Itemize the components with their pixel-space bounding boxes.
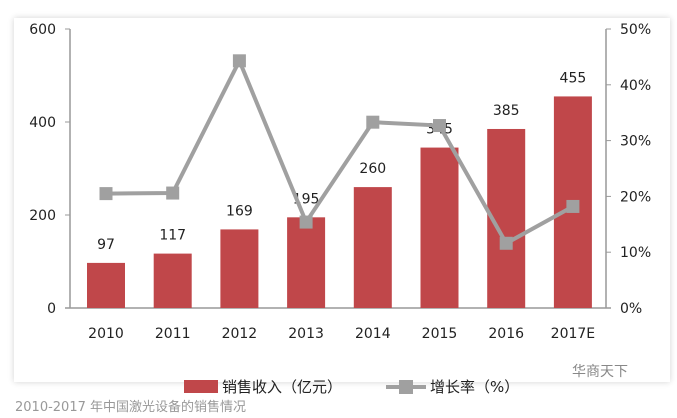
caption: 2010-2017 年中国激光设备的销售情况 <box>15 400 246 415</box>
left-tick-label: 0 <box>47 301 56 317</box>
growth-marker-2014 <box>366 115 380 129</box>
x-tick-label: 2010 <box>88 326 124 342</box>
bar-2013 <box>287 217 326 308</box>
growth-marker-2016 <box>499 236 513 250</box>
growth-marker-2013 <box>299 215 313 229</box>
x-tick-label: 2016 <box>488 326 524 342</box>
bar-2012 <box>220 229 259 308</box>
bar-label-2017E: 455 <box>560 70 587 86</box>
x-tick-label: 2014 <box>355 326 391 342</box>
right-tick-label: 30% <box>620 134 651 150</box>
bar-2010 <box>87 262 125 308</box>
legend-line-label: 增长率（%） <box>430 378 520 396</box>
right-tick-label: 40% <box>620 78 651 94</box>
left-tick-label: 200 <box>29 208 56 224</box>
right-tick-label: 20% <box>620 189 651 205</box>
legend: 销售收入（亿元） 增长率（%） <box>184 376 519 397</box>
growth-marker-2017E <box>566 199 580 213</box>
chart-card: 0 200 400 600 0% 10% 20% 30% 40% 50% 97 2010 117 2011… <box>14 18 670 396</box>
bar-label-2011: 117 <box>159 228 186 244</box>
x-tick-label: 2015 <box>422 326 458 342</box>
x-tick-label: 2017E <box>551 326 595 342</box>
chart: 0 200 400 600 0% 10% 20% 30% 40% 50% 97 2010 117 2011… <box>29 22 651 342</box>
left-tick-label: 600 <box>29 22 56 38</box>
right-tick-label: 50% <box>620 22 651 38</box>
bar-label-2010: 97 <box>97 237 115 253</box>
bar-label-2014: 260 <box>359 161 386 177</box>
growth-marker-2011 <box>166 186 180 200</box>
legend-bar-label: 销售收入（亿元） <box>222 378 343 396</box>
watermark: 华商天下 <box>572 364 628 380</box>
legend-bar-swatch <box>184 380 218 393</box>
bar-label-2016: 385 <box>493 103 520 119</box>
growth-marker-2010 <box>99 187 113 201</box>
x-tick-label: 2011 <box>155 326 191 342</box>
right-tick-label: 10% <box>620 245 651 261</box>
right-tick-label: 0% <box>620 301 642 317</box>
legend-line-swatch <box>386 379 427 394</box>
left-tick-label: 400 <box>29 115 56 131</box>
growth-line <box>105 56 574 246</box>
growth-marker-2015 <box>433 119 446 133</box>
growth-marker-2012 <box>232 54 246 68</box>
x-tick-label: 2012 <box>222 326 258 342</box>
x-tick-label: 2013 <box>288 326 324 342</box>
bar-2011 <box>153 253 192 308</box>
bar-2014 <box>353 187 392 308</box>
bar-label-2012: 169 <box>226 203 253 219</box>
bar-2015 <box>420 147 459 308</box>
